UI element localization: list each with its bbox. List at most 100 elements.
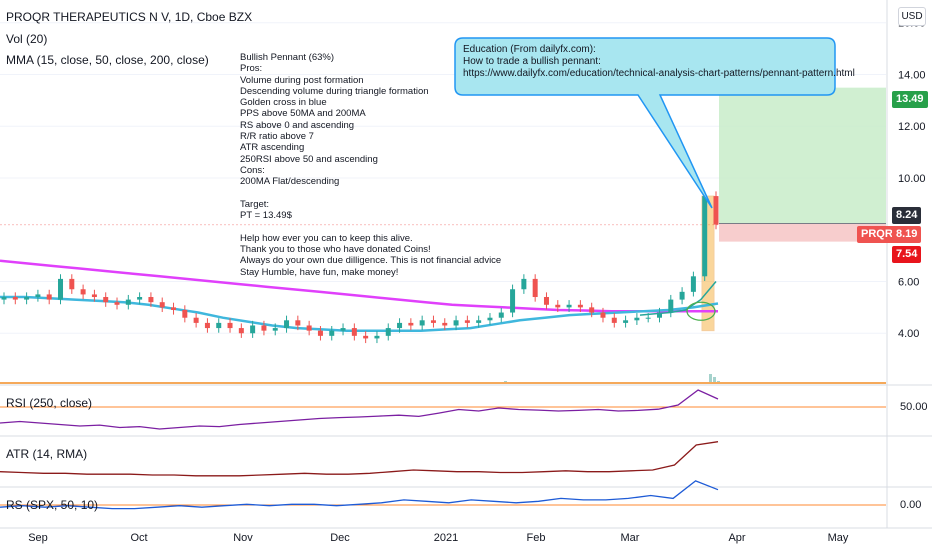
candle-body [419, 320, 425, 326]
note-line: PPS above 50MA and 200MA [240, 108, 366, 120]
candle-body [171, 307, 177, 310]
rsi-label[interactable]: RSI (250, close) [6, 396, 93, 410]
candle-body [103, 297, 109, 303]
candle-body [204, 322, 210, 329]
atr-line [0, 441, 719, 477]
candle-body [679, 291, 685, 300]
last-price-label: 8.19 [892, 226, 922, 243]
time-tick: 2021 [434, 532, 458, 544]
stop-zone [719, 223, 886, 242]
candle-body [397, 322, 403, 329]
chart-title: PROQR THERAPEUTICS N V, 1D, Cboe BZX [6, 10, 253, 24]
note-line [240, 221, 501, 232]
candle-body [114, 302, 120, 305]
candle-body [713, 196, 719, 225]
candle-body [148, 297, 154, 303]
time-tick: Feb [527, 532, 546, 544]
note-line: 250RSI above 50 and ascending [240, 153, 378, 165]
candle-body [668, 299, 674, 313]
candle-body [12, 297, 18, 300]
note-line: ATR ascending [240, 142, 305, 154]
callout-line: How to trade a bullish pennant: [463, 56, 601, 67]
entry-price-label: 8.24 [892, 207, 922, 224]
stop-price-label: 7.54 [892, 246, 922, 263]
golden-cross-marker [686, 301, 716, 321]
rsi-line [0, 389, 719, 430]
price-tick: 6.00 [898, 276, 919, 288]
candle-body [430, 320, 436, 323]
candle-body [80, 289, 86, 295]
candle-body [385, 328, 391, 336]
candle-body [351, 328, 357, 336]
candle-body [408, 322, 414, 326]
candle-body [374, 335, 380, 339]
note-line: 200MA Flat/descending [240, 176, 340, 188]
candle-body [46, 294, 52, 300]
candle-body [193, 317, 199, 323]
note-line: Always do your own due dilligence. This … [240, 255, 502, 267]
candle-body [216, 322, 222, 329]
price-tick: 14.00 [898, 69, 926, 81]
candle-body [487, 317, 493, 321]
atr-label[interactable]: ATR (14, RMA) [6, 447, 88, 461]
currency-button[interactable]: USD [898, 7, 926, 26]
candle-body [35, 294, 41, 298]
note-line: Pros: [240, 63, 263, 75]
note-line: Thank you to those who have donated Coin… [240, 244, 431, 256]
candle-body [250, 325, 256, 334]
candle-body [159, 302, 165, 308]
time-tick: Sep [28, 532, 48, 544]
candle-body [555, 304, 561, 308]
volume-bar [713, 377, 716, 384]
candle-body [295, 320, 301, 326]
candle-body [1, 297, 7, 300]
price-tick: 10.00 [898, 173, 926, 185]
time-tick: Dec [330, 532, 350, 544]
candle-body [261, 325, 267, 331]
note-line: Help how ever you can to keep this alive… [240, 232, 413, 244]
candle-body [238, 328, 244, 334]
ma15-line [639, 281, 717, 316]
note-line: Target: [240, 198, 270, 210]
candle-body [577, 304, 583, 308]
candle-body [611, 317, 617, 323]
volume-bar [709, 374, 712, 384]
candle-body [656, 312, 662, 318]
rs-tick: 0.00 [900, 499, 922, 511]
candle-body [363, 335, 369, 339]
candle-body [272, 328, 278, 331]
note-line: Bullish Pennant (63%) [240, 52, 334, 63]
candle-body [690, 276, 696, 292]
candle-body [566, 304, 572, 308]
candle-body [453, 320, 459, 326]
time-tick: May [828, 532, 849, 544]
time-tick: Apr [728, 532, 745, 544]
candle-body [476, 320, 482, 323]
candle-body [634, 317, 640, 321]
price-tick: 12.00 [898, 121, 926, 133]
note-line [240, 188, 501, 199]
candle-body [329, 330, 335, 336]
candle-body [306, 325, 312, 331]
note-line: PT = 13.49$ [240, 210, 292, 222]
candle-body [284, 320, 290, 329]
candle-body [317, 330, 323, 336]
ma50-line [0, 295, 719, 332]
candle-body [623, 320, 629, 323]
callout-text[interactable]: Education (From dailyfx.com): How to trad… [463, 44, 855, 80]
candle-body [645, 317, 651, 319]
candle-body [69, 278, 75, 290]
rsi-tick: 50.00 [900, 401, 928, 413]
rs-label[interactable]: RS (SPX, 50, 10) [6, 498, 99, 512]
candle-body [91, 294, 97, 298]
pennant-note[interactable]: Bullish Pennant (63%) Pros: Volume during … [240, 52, 501, 278]
rs-line [0, 480, 719, 510]
callout-line: Education (From dailyfx.com): [463, 44, 596, 55]
volume-label[interactable]: Vol (20) [6, 32, 48, 46]
mma-label[interactable]: MMA (15, close, 50, close, 200, close) [6, 53, 209, 67]
candle-body [521, 278, 527, 290]
time-tick: Mar [621, 532, 640, 544]
callout-line: https://www.dailyfx.com/education/techni… [463, 68, 855, 79]
ticker-label: PRQR [857, 226, 897, 243]
